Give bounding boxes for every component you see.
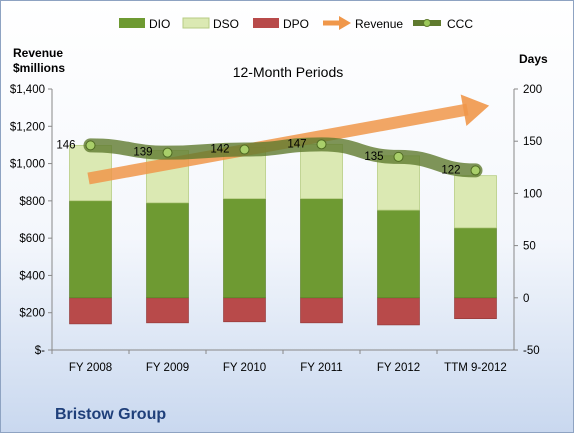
right-tick-label: 150 bbox=[523, 136, 542, 148]
bar-dio bbox=[69, 200, 112, 299]
ccc-data-label: 122 bbox=[441, 164, 460, 176]
x-tick-label: FY 2009 bbox=[146, 362, 189, 374]
ccc-data-label: 146 bbox=[56, 139, 75, 151]
legend-label-dso: DSO bbox=[213, 17, 239, 31]
legend-label-dpo: DPO bbox=[283, 17, 309, 31]
legend-label-ccc: CCC bbox=[447, 17, 473, 31]
bar-dpo bbox=[223, 297, 266, 323]
company-name: Bristow Group bbox=[55, 406, 167, 423]
right-tick-label: 0 bbox=[523, 293, 529, 305]
legend-label-dio: DIO bbox=[149, 17, 170, 31]
left-tick-label: $1,200 bbox=[10, 121, 45, 133]
left-tick-label: $1,000 bbox=[10, 159, 45, 171]
left-tick-label: $600 bbox=[19, 233, 45, 245]
chart-title: 12-Month Periods bbox=[233, 64, 344, 80]
bars bbox=[69, 143, 497, 326]
left-axis-title: Revenue $millions bbox=[13, 46, 65, 75]
legend: DIO DSO DPO Revenue CCC bbox=[119, 16, 473, 31]
ccc-point bbox=[393, 151, 404, 162]
ccc-data-label: 142 bbox=[210, 144, 229, 156]
left-tick-label: $800 bbox=[19, 196, 45, 208]
left-tick-label: $1,400 bbox=[10, 84, 45, 96]
ccc-point bbox=[470, 165, 481, 176]
bar-dso bbox=[377, 155, 420, 211]
legend-swatch-dpo bbox=[253, 18, 279, 28]
legend-swatch-dso bbox=[182, 17, 210, 29]
ccc-data-label: 135 bbox=[364, 151, 383, 163]
ccc-point bbox=[162, 147, 173, 158]
right-tick-label: 100 bbox=[523, 188, 542, 200]
bar-dpo bbox=[377, 297, 420, 326]
axes: $- $200 $400 $600 $800 $1,000 $1,200 $1,400 -50 0… bbox=[10, 84, 542, 374]
bar-dpo bbox=[146, 297, 189, 324]
ccc-line bbox=[83, 137, 483, 178]
ccc-point bbox=[85, 140, 96, 151]
right-tick-label: 200 bbox=[523, 84, 542, 96]
bar-dpo bbox=[454, 297, 497, 319]
bar-dio bbox=[300, 198, 343, 299]
bar-dio bbox=[146, 202, 189, 299]
revenue-arrow-head bbox=[460, 94, 490, 126]
bar-dpo bbox=[69, 297, 112, 325]
left-tick-label: $- bbox=[35, 345, 45, 357]
legend-label-revenue: Revenue bbox=[355, 17, 403, 31]
x-tick-label: FY 2010 bbox=[223, 362, 266, 374]
right-axis-title: Days bbox=[519, 52, 548, 66]
left-tick-label: $200 bbox=[19, 308, 45, 320]
left-tick-label: $400 bbox=[19, 270, 45, 282]
ccc-point bbox=[239, 144, 250, 155]
x-tick-label: FY 2011 bbox=[300, 362, 342, 374]
legend-swatch-revenue bbox=[323, 16, 351, 30]
bar-dio bbox=[223, 198, 266, 299]
ccc-data-label: 139 bbox=[133, 147, 152, 159]
labels: 146 139 142 147 135 122 bbox=[56, 138, 460, 176]
bar-dso bbox=[454, 175, 497, 229]
bar-dio bbox=[377, 209, 420, 299]
x-tick-label: TTM 9-2012 bbox=[444, 362, 507, 374]
ccc-layer bbox=[83, 137, 483, 178]
bar-dso bbox=[300, 143, 343, 200]
ccc-point bbox=[316, 139, 327, 150]
legend-swatch-dio bbox=[119, 18, 145, 28]
ccc-data-label: 147 bbox=[287, 138, 306, 150]
x-tick-label: FY 2008 bbox=[69, 362, 112, 374]
right-tick-label: -50 bbox=[523, 345, 540, 357]
x-tick-label: FY 2012 bbox=[377, 362, 420, 374]
bar-dpo bbox=[300, 297, 343, 324]
legend-swatch-ccc bbox=[413, 19, 441, 27]
bar-dio bbox=[454, 227, 497, 299]
right-tick-label: 50 bbox=[523, 241, 536, 253]
